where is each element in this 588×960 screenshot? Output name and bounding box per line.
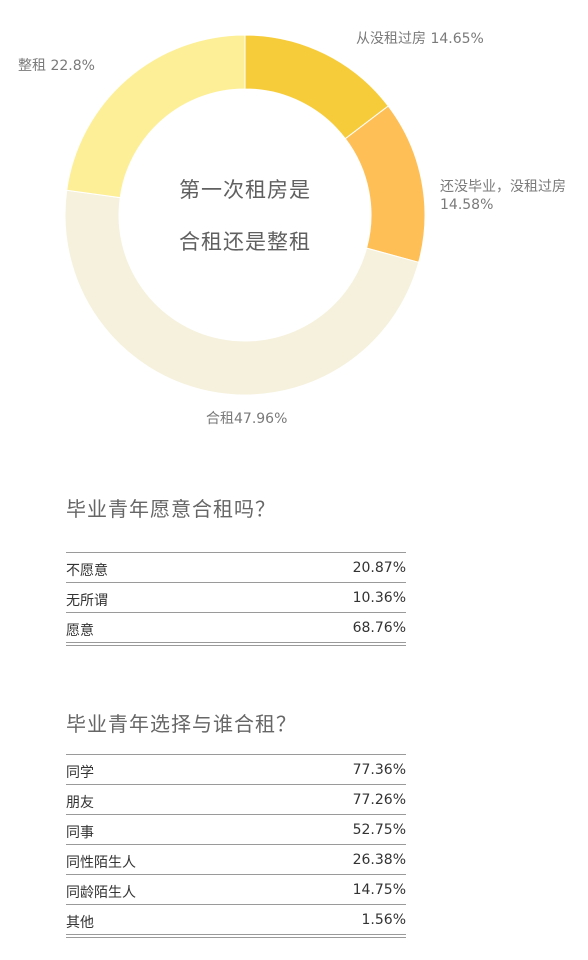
table-row: 无所谓 10.36% <box>66 583 406 613</box>
slice-label-never-rented: 从没租过房 14.65% <box>356 31 484 47</box>
table-willing: 不愿意 20.87% 无所谓 10.36% 愿意 68.76% <box>66 552 406 646</box>
row-name: 同性陌生人 <box>66 855 136 871</box>
row-name: 不愿意 <box>66 563 108 579</box>
row-value: 52.75% <box>352 822 406 838</box>
row-value: 1.56% <box>361 912 406 928</box>
table-roommate: 同学 77.36% 朋友 77.26% 同事 52.75% 同性陌生人 26.3… <box>66 754 406 938</box>
row-value: 10.36% <box>352 590 406 606</box>
table-row: 同学 77.36% <box>66 755 406 785</box>
table-bottom-rule <box>66 643 406 646</box>
row-name: 愿意 <box>66 623 94 639</box>
table-row: 其他 1.56% <box>66 905 406 935</box>
row-name: 同龄陌生人 <box>66 885 136 901</box>
table-row: 朋友 77.26% <box>66 785 406 815</box>
row-name: 同事 <box>66 825 94 841</box>
table-row: 不愿意 20.87% <box>66 553 406 583</box>
row-name: 其他 <box>66 915 94 931</box>
table-row: 同事 52.75% <box>66 815 406 845</box>
slice-label-shared-rent: 合租47.96% <box>206 411 288 427</box>
row-name: 朋友 <box>66 795 94 811</box>
row-value: 14.75% <box>352 882 406 898</box>
table-bottom-rule <box>66 935 406 938</box>
row-name: 无所谓 <box>66 593 108 609</box>
table-row: 愿意 68.76% <box>66 613 406 643</box>
row-value: 68.76% <box>352 620 406 636</box>
donut-center-title-line2: 合租还是整租 <box>179 230 311 254</box>
row-name: 同学 <box>66 765 94 781</box>
donut-slice-shared-rent <box>64 189 420 396</box>
table-row: 同性陌生人 26.38% <box>66 845 406 875</box>
row-value: 77.26% <box>352 792 406 808</box>
row-value: 26.38% <box>352 852 406 868</box>
section-title-roommate: 毕业青年选择与谁合租？ <box>66 712 297 736</box>
table-row: 同龄陌生人 14.75% <box>66 875 406 905</box>
donut-center-title-line1: 第一次租房是 <box>179 178 311 202</box>
donut-chart <box>64 34 426 396</box>
slice-label-whole-rent: 整租 22.8% <box>18 58 95 74</box>
row-value: 20.87% <box>352 560 406 576</box>
slice-label-not-graduated: 还没毕业，没租过房 14.58% <box>440 179 566 213</box>
donut-slice-not-graduated <box>344 105 426 263</box>
section-title-willing: 毕业青年愿意合租吗？ <box>66 497 276 521</box>
row-value: 77.36% <box>352 762 406 778</box>
donut-slice-whole-rent <box>66 34 246 199</box>
